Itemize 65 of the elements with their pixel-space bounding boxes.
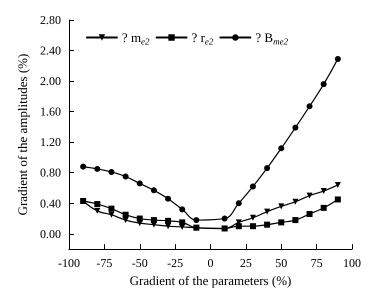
point xyxy=(108,212,114,218)
y-axis-title: Gradient of the amplitudes (%) xyxy=(15,54,30,216)
point xyxy=(122,217,129,224)
point xyxy=(236,200,242,206)
point xyxy=(292,217,298,224)
y-tick-label: 2.40 xyxy=(40,44,61,58)
point xyxy=(108,206,114,212)
y-tick-label: 2.80 xyxy=(40,13,61,27)
point xyxy=(320,81,327,88)
point xyxy=(306,192,313,199)
point xyxy=(250,214,256,221)
point xyxy=(222,225,228,232)
x-tick-label: 75 xyxy=(310,256,323,270)
y-tick-label: 0.80 xyxy=(40,166,61,180)
point xyxy=(193,217,200,224)
y-tick-label: 2.00 xyxy=(40,74,61,88)
point xyxy=(306,210,313,217)
point xyxy=(264,165,270,172)
point xyxy=(136,216,143,222)
point xyxy=(334,182,341,188)
point xyxy=(108,168,114,175)
x-tick-label: -100 xyxy=(58,256,80,270)
x-tick-label: 50 xyxy=(275,256,288,270)
point xyxy=(150,187,157,194)
point xyxy=(236,223,242,230)
y-tick-label: 0.40 xyxy=(40,196,61,210)
y-tick-label: 0.00 xyxy=(40,226,61,241)
point xyxy=(334,196,341,202)
point xyxy=(278,203,284,210)
x-axis-title: Gradient of the parameters (%) xyxy=(130,273,292,288)
point xyxy=(222,216,228,222)
point xyxy=(250,223,256,230)
point xyxy=(250,183,256,190)
y-tick-label: 1.60 xyxy=(40,104,61,119)
point xyxy=(278,219,284,226)
point xyxy=(94,166,100,172)
point xyxy=(320,204,327,211)
point xyxy=(292,198,298,205)
x-tick-label: 100 xyxy=(343,256,361,270)
point xyxy=(122,212,129,218)
x-tick-label: 0 xyxy=(208,256,214,270)
point xyxy=(80,164,86,170)
point xyxy=(165,196,172,202)
point xyxy=(179,219,186,226)
point xyxy=(94,201,100,208)
point xyxy=(80,198,86,204)
point xyxy=(165,218,172,224)
x-tick-label: -25 xyxy=(167,256,184,270)
point xyxy=(320,188,327,194)
point xyxy=(193,224,200,231)
y-tick-label: 1.20 xyxy=(40,135,61,150)
point xyxy=(94,208,100,214)
point xyxy=(264,222,270,228)
point xyxy=(278,145,284,152)
point xyxy=(306,103,313,110)
point xyxy=(179,206,186,212)
point xyxy=(136,180,143,186)
point xyxy=(264,208,270,215)
x-tick-label: 25 xyxy=(240,256,252,270)
point xyxy=(150,217,157,224)
point xyxy=(334,56,341,62)
point xyxy=(292,124,298,131)
x-tick-label: -75 xyxy=(96,256,112,270)
x-tick-label: -50 xyxy=(132,256,148,270)
point xyxy=(122,174,129,180)
